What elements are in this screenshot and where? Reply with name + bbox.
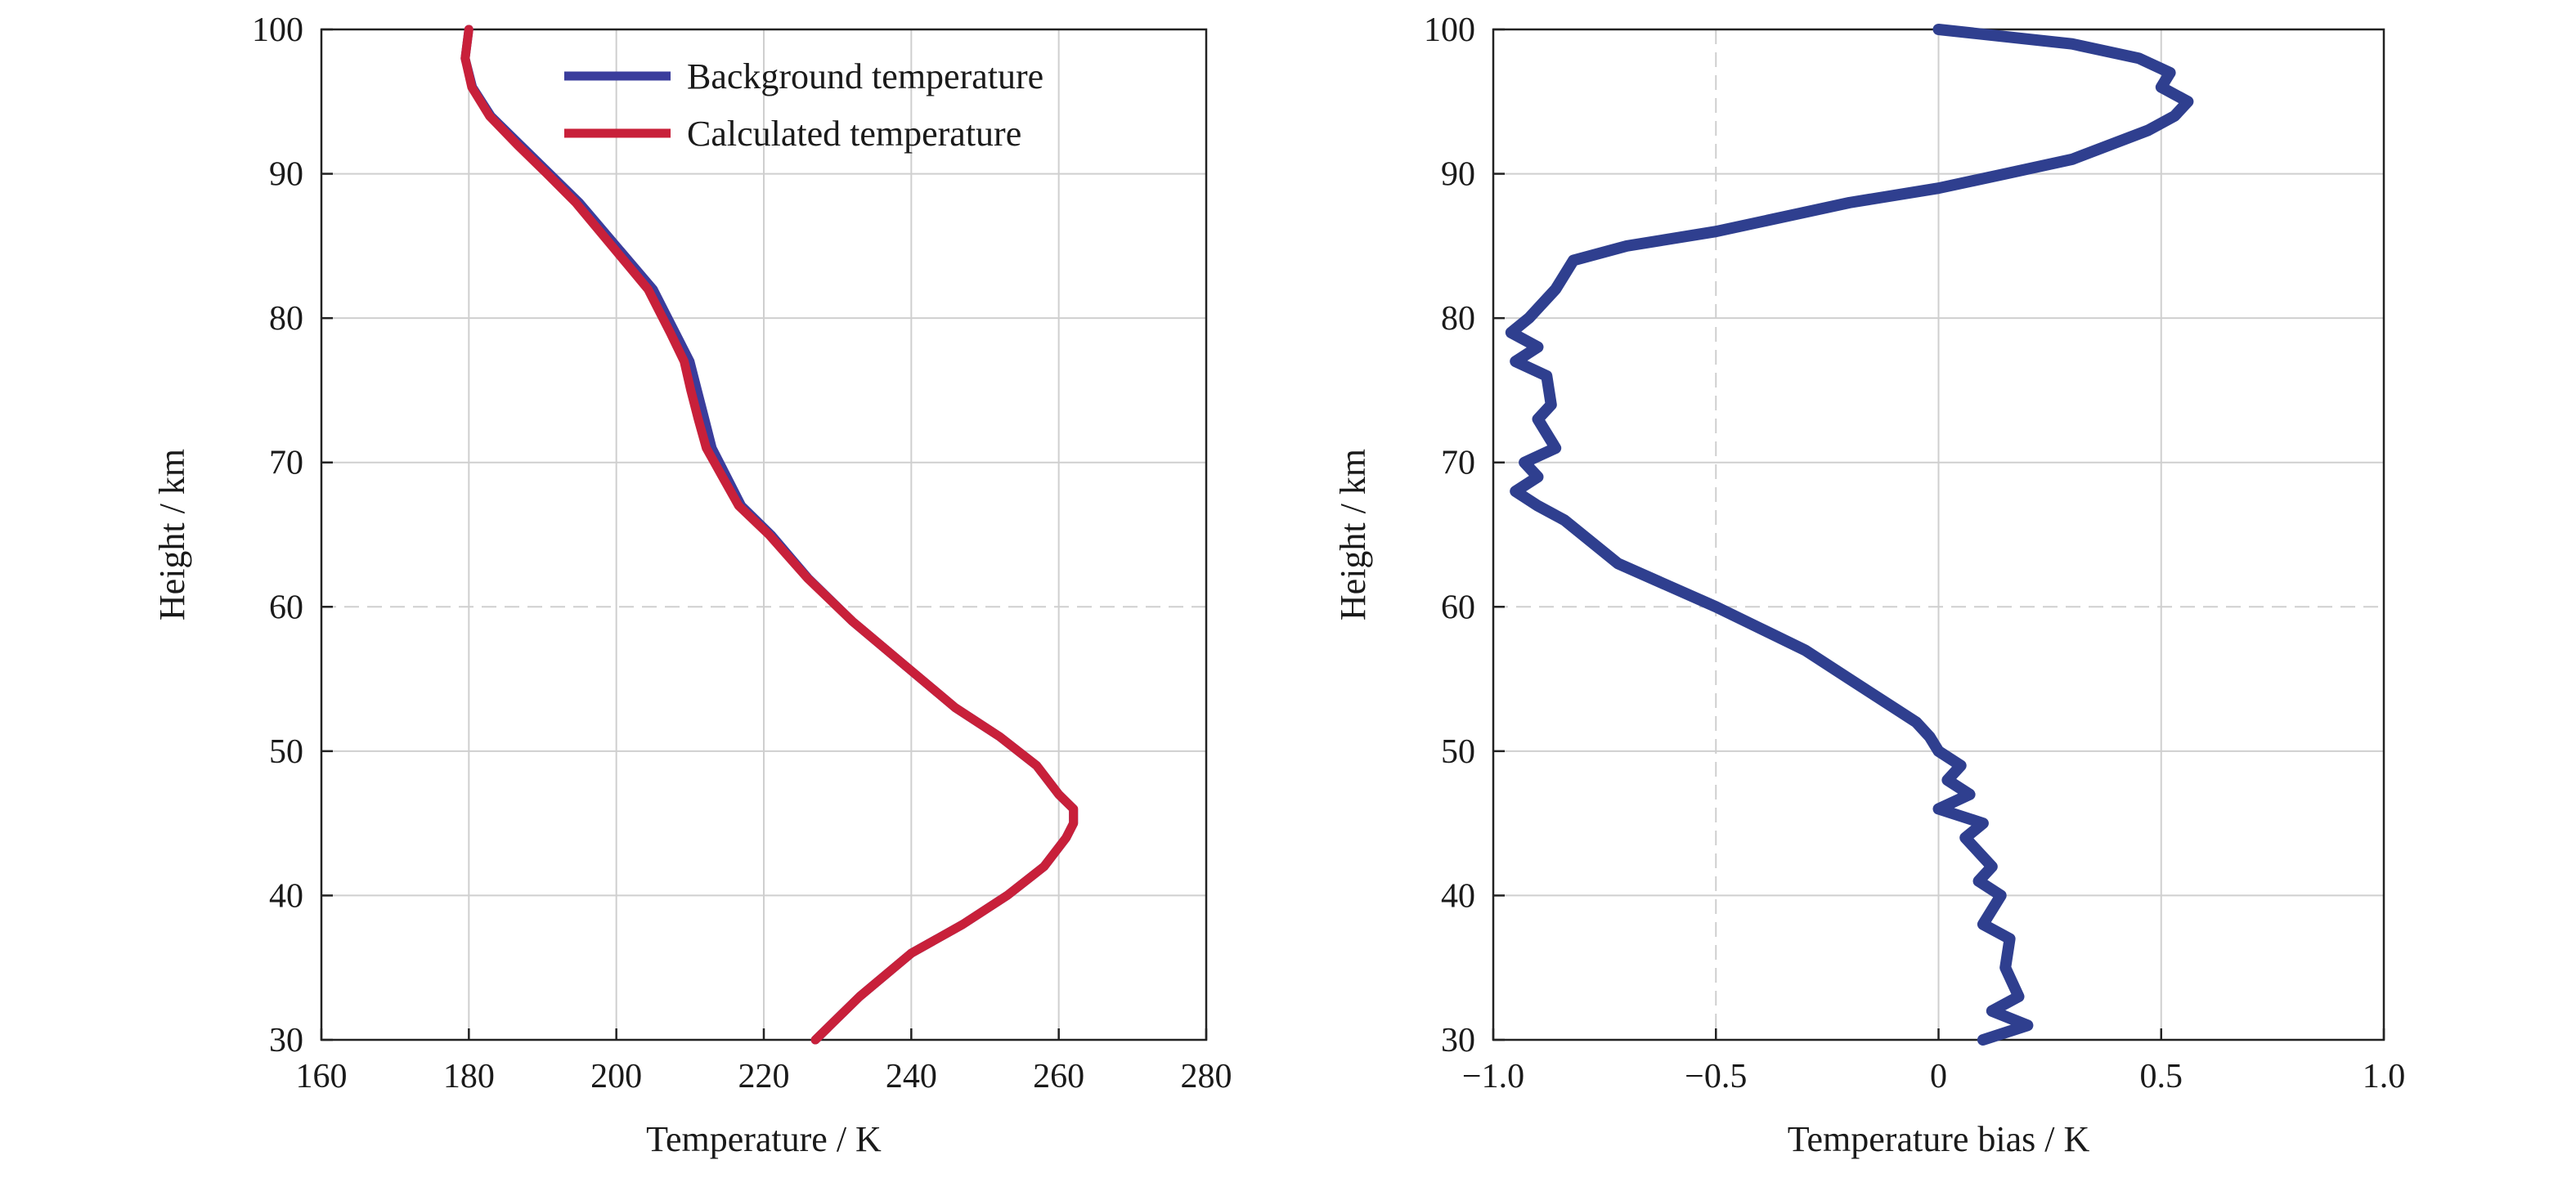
y-tick-label: 50 <box>269 733 303 771</box>
x-tick-label: 0.5 <box>2140 1058 2183 1095</box>
y-axis-label: Height / km <box>152 449 192 620</box>
legend-label: Background temperature <box>687 56 1043 96</box>
y-tick-label: 80 <box>269 300 303 338</box>
y-tick-label: 40 <box>269 877 303 915</box>
y-tick-label: 40 <box>1441 877 1475 915</box>
bias-line <box>1505 24 2194 1046</box>
x-axis-label: Temperature bias / K <box>1788 1119 2090 1159</box>
y-tick-label: 30 <box>269 1022 303 1059</box>
y-tick-label: 100 <box>1424 11 1475 49</box>
x-tick-label: 0 <box>1930 1058 1947 1095</box>
temperature-bias-panel: −1.0 −0.5 0 0.5 1.0 30 40 50 60 70 80 90 100 Temperat… <box>1333 11 2405 1159</box>
temperature-profile-panel: 160 180 200 220 240 260 280 30 40 50 60 70 80 90 100 Te… <box>152 11 1232 1159</box>
y-axis-label: Height / km <box>1333 449 1373 620</box>
x-tick-label: 160 <box>296 1058 348 1095</box>
x-tick-label: 1.0 <box>2363 1058 2406 1095</box>
calculated-temperature-line <box>460 25 1079 1045</box>
x-tick-label: 240 <box>886 1058 937 1095</box>
x-tick-label: −0.5 <box>1685 1058 1747 1095</box>
x-tick-label: 220 <box>738 1058 790 1095</box>
x-tick-label: 280 <box>1181 1058 1232 1095</box>
x-tick-label: −1.0 <box>1462 1058 1524 1095</box>
y-tick-label: 60 <box>1441 589 1475 626</box>
y-tick-label: 70 <box>1441 445 1475 482</box>
y-tick-label: 70 <box>269 445 303 482</box>
x-tick-label: 260 <box>1033 1058 1084 1095</box>
y-tick-label: 90 <box>269 156 303 194</box>
y-tick-label: 90 <box>1441 156 1475 194</box>
x-tick-label: 180 <box>443 1058 495 1095</box>
y-tick-label: 30 <box>1441 1022 1475 1059</box>
y-tick-label: 50 <box>1441 733 1475 771</box>
legend-label: Calculated temperature <box>687 114 1021 154</box>
y-tick-label: 100 <box>252 11 303 49</box>
x-tick-label: 200 <box>590 1058 642 1095</box>
x-axis-label: Temperature / K <box>646 1119 882 1159</box>
y-tick-label: 60 <box>269 589 303 626</box>
y-tick-label: 80 <box>1441 300 1475 338</box>
